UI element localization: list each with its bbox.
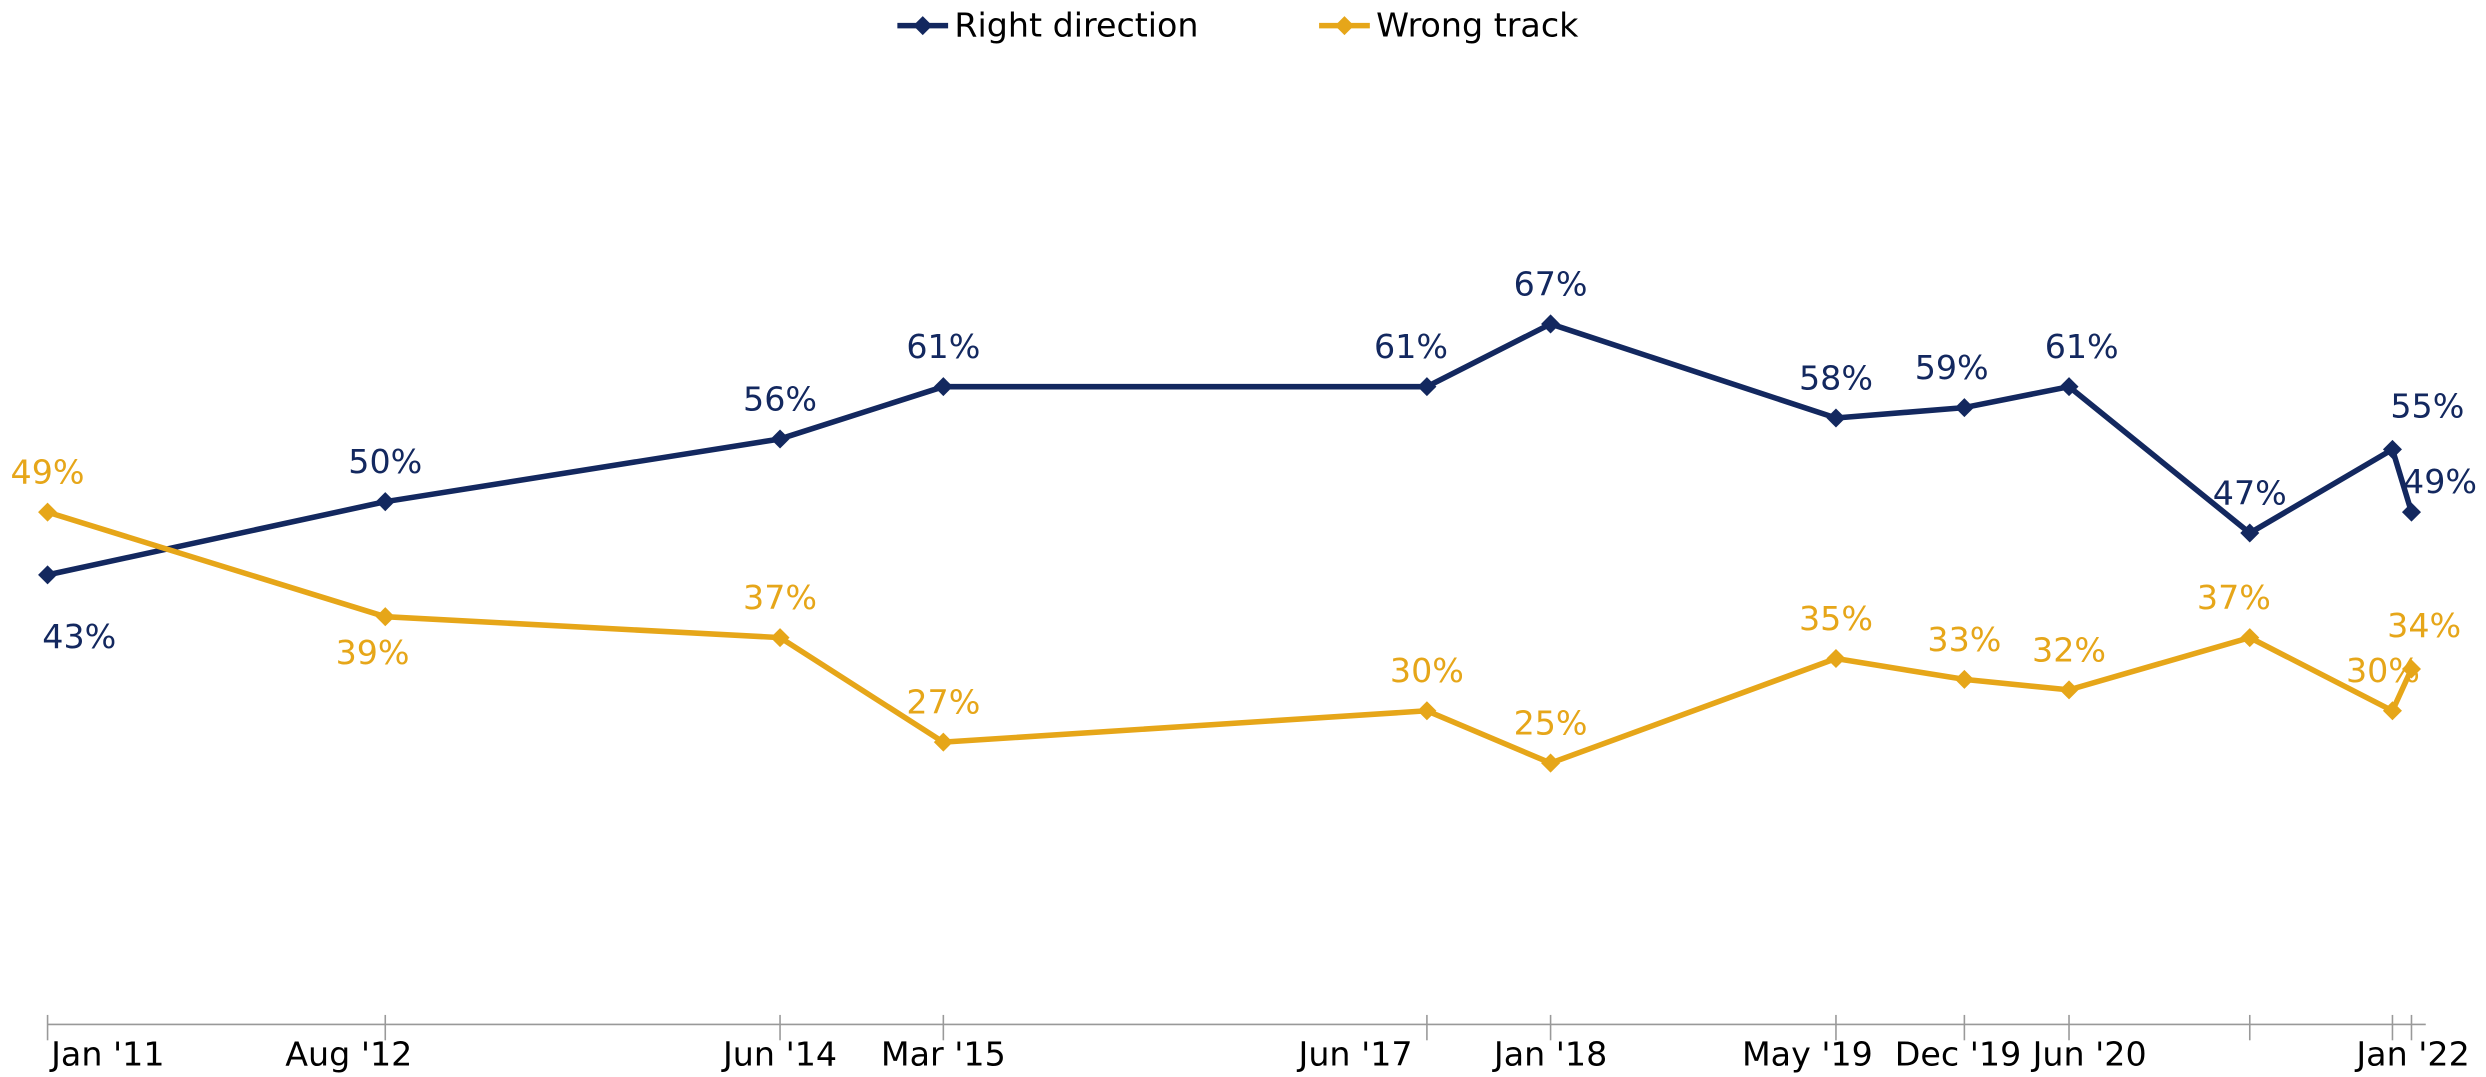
series-line xyxy=(46,321,2415,578)
data-label: 58% xyxy=(1799,358,1873,397)
marker xyxy=(38,502,58,522)
legend-marker xyxy=(1334,16,1354,36)
data-label: 37% xyxy=(2197,578,2271,617)
marker xyxy=(2240,523,2260,543)
legend-marker xyxy=(913,16,933,36)
data-label: 39% xyxy=(336,633,410,672)
data-label: 34% xyxy=(2387,606,2461,645)
data-label: 35% xyxy=(1799,599,1873,638)
marker xyxy=(1954,669,1974,689)
data-label: 33% xyxy=(1927,620,2001,659)
marker xyxy=(375,607,395,627)
data-label: 43% xyxy=(42,617,116,656)
marker xyxy=(2401,502,2421,522)
marker xyxy=(1541,753,1561,773)
data-label: 49% xyxy=(2403,462,2477,501)
data-label: 61% xyxy=(1374,327,1448,366)
marker xyxy=(1954,398,1974,418)
x-tick-label: Jan '22 xyxy=(2354,1035,2469,1074)
data-label: 55% xyxy=(2390,387,2464,426)
x-tick-label: Mar '15 xyxy=(881,1035,1006,1074)
marker xyxy=(1826,408,1846,428)
data-label: 47% xyxy=(2213,473,2287,512)
x-tick-label: Aug '12 xyxy=(285,1035,412,1074)
data-label: 27% xyxy=(906,683,980,722)
x-tick-label: Jan '18 xyxy=(1492,1035,1607,1074)
legend-label: Right direction xyxy=(954,6,1198,45)
data-label: 67% xyxy=(1514,264,1588,303)
marker xyxy=(933,377,953,397)
marker xyxy=(770,429,790,449)
data-label: 61% xyxy=(906,327,980,366)
x-tick-label: Dec '19 xyxy=(1895,1035,2021,1074)
marker xyxy=(375,492,395,512)
marker xyxy=(1541,314,1561,334)
marker xyxy=(933,732,953,752)
data-label: 50% xyxy=(348,442,422,481)
marker xyxy=(2240,628,2260,648)
marker xyxy=(1417,377,1437,397)
data-label: 56% xyxy=(743,379,817,418)
data-label: 32% xyxy=(2032,630,2106,669)
marker xyxy=(770,628,790,648)
marker xyxy=(1417,701,1437,721)
series-line xyxy=(46,509,2415,766)
data-label: 30% xyxy=(1390,651,1464,690)
x-tick-label: Jun '14 xyxy=(721,1035,837,1074)
marker xyxy=(2059,680,2079,700)
marker xyxy=(1826,648,1846,669)
data-label: 49% xyxy=(11,453,85,492)
data-label: 30% xyxy=(2346,651,2420,690)
x-tick-label: Jun '17 xyxy=(1297,1035,1413,1074)
data-label: 25% xyxy=(1514,704,1588,743)
marker xyxy=(2382,701,2402,721)
x-tick-label: Jun '20 xyxy=(2031,1035,2147,1074)
data-label: 61% xyxy=(2045,327,2119,366)
x-tick-label: May '19 xyxy=(1742,1035,1873,1074)
legend-label: Wrong track xyxy=(1376,6,1579,45)
x-tick-label: Jan '11 xyxy=(49,1035,164,1074)
data-label: 59% xyxy=(1915,348,1989,387)
marker xyxy=(38,565,58,585)
data-label: 37% xyxy=(743,578,817,617)
